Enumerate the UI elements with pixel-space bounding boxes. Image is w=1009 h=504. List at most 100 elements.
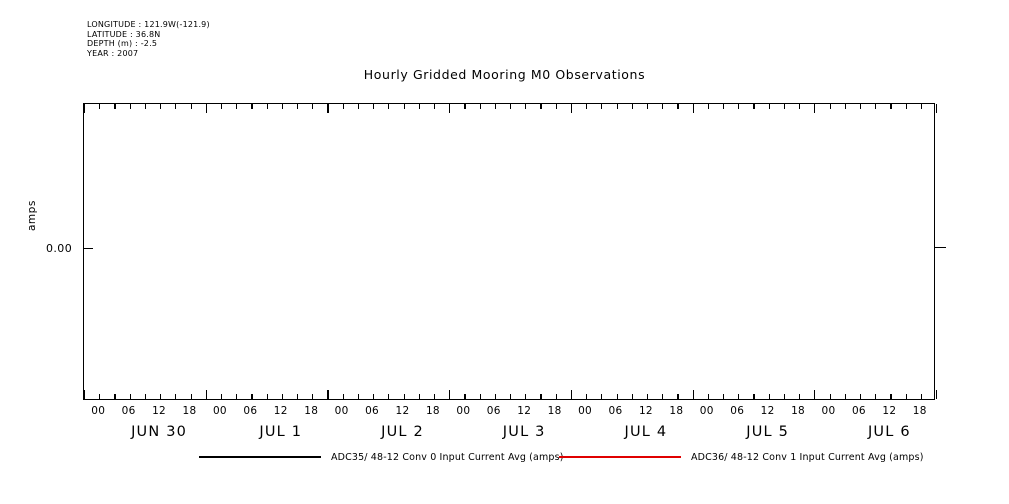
x-axis-day-label: JUN 30 [131, 424, 188, 440]
axis-tick-minor [829, 104, 831, 109]
axis-tick-minor [312, 104, 314, 109]
x-axis-hour-label: 12 [638, 405, 653, 417]
x-axis-hour-label: 06 [121, 405, 136, 417]
axis-tick-minor [403, 104, 405, 109]
axis-tick-major [814, 104, 816, 113]
axis-tick-minor [297, 394, 299, 399]
axis-tick-minor [768, 104, 770, 109]
axis-tick-minor [266, 394, 268, 399]
legend-label-adc35: ADC35/ 48-12 Conv 0 Input Current Avg (a… [331, 451, 564, 463]
axis-tick-minor [297, 104, 299, 109]
axis-tick-minor [555, 394, 557, 399]
axis-tick-minor [875, 394, 877, 399]
axis-tick-minor [418, 104, 420, 109]
axis-tick-major [570, 104, 573, 113]
x-axis-hour-label: 06 [486, 405, 501, 417]
plot-area [83, 103, 938, 400]
legend-entry-adc36: ADC36/ 48-12 Conv 1 Input Current Avg (a… [559, 448, 924, 466]
x-axis-hour-label: 00 [699, 405, 714, 417]
axis-tick-minor [236, 394, 238, 399]
axis-tick-major [692, 104, 694, 113]
axis-tick-minor [859, 104, 862, 109]
axis-tick-minor [418, 394, 420, 399]
axis-tick-minor [433, 104, 436, 109]
axis-tick-minor [373, 394, 375, 399]
axis-tick-major [570, 390, 573, 399]
x-axis-hour-label: 06 [608, 405, 623, 417]
axis-tick-minor [175, 394, 177, 399]
x-axis-hour-label: 06 [851, 405, 866, 417]
x-axis-hour-label: 12 [882, 405, 897, 417]
axis-tick-minor [829, 394, 831, 399]
axis-tick-minor [99, 104, 101, 109]
x-axis-hour-label: 12 [760, 405, 775, 417]
x-axis-hour-label: 18 [791, 405, 806, 417]
chart-legend: ADC35/ 48-12 Conv 0 Input Current Avg (a… [0, 448, 1009, 470]
axis-tick-minor [129, 104, 131, 109]
axis-tick-minor [905, 394, 907, 399]
axis-tick-major [936, 104, 938, 113]
x-axis-hour-label: 18 [669, 405, 684, 417]
axis-tick-minor [388, 104, 390, 109]
x-axis-hour-label: 12 [395, 405, 410, 417]
axis-tick-minor [403, 394, 405, 399]
x-axis-hour-label: 12 [517, 405, 532, 417]
axis-tick-minor [646, 104, 649, 109]
axis-tick-major [936, 390, 938, 399]
y-axis-tick-label-0: 0.00 [46, 242, 73, 255]
x-axis-hour-label: 18 [425, 405, 440, 417]
legend-line-swatch-adc35 [199, 456, 321, 458]
axis-tick-minor [525, 394, 527, 399]
station-metadata: LONGITUDE : 121.9W(-121.9) LATITUDE : 36… [87, 20, 210, 58]
axis-tick-minor [236, 104, 238, 109]
axis-tick-minor [342, 104, 344, 109]
x-axis-hour-label: 12 [152, 405, 167, 417]
axis-tick-minor [220, 104, 223, 109]
axis-tick-minor [723, 104, 725, 109]
axis-tick-minor [723, 394, 725, 399]
axis-tick-minor [631, 104, 633, 109]
axis-tick-major [205, 104, 207, 113]
chart-title: Hourly Gridded Mooring M0 Observations [363, 67, 646, 82]
y-axis-label: amps [26, 200, 38, 231]
metadata-year: YEAR : 2007 [87, 48, 139, 58]
axis-tick-major [84, 104, 86, 113]
axis-tick-minor [799, 104, 801, 109]
axis-tick-minor [281, 104, 283, 109]
metadata-depth: DEPTH (m) : -2.5 [87, 39, 158, 49]
metadata-latitude: LATITUDE : 36.8N [87, 29, 161, 39]
axis-tick-minor [586, 104, 588, 109]
axis-tick-major [814, 390, 816, 399]
axis-tick-minor [175, 104, 177, 109]
axis-tick-minor [510, 104, 512, 109]
x-axis-hour-label: 18 [182, 405, 197, 417]
axis-tick-minor [357, 104, 360, 109]
x-axis-day-label: JUL 2 [381, 424, 424, 440]
axis-tick-minor [707, 104, 709, 109]
axis-tick-minor [510, 394, 512, 399]
axis-tick-minor [540, 394, 542, 399]
axis-tick-minor [601, 394, 603, 399]
x-axis-day-label: JUL 5 [746, 424, 790, 440]
x-axis-day-labels: JUN 30 JUL 1 JUL 2 JUL 3 JUL 4 JUL 5 JUL 6 [83, 424, 935, 444]
axis-tick-minor [525, 104, 527, 109]
axis-tick-minor [464, 104, 466, 109]
axis-tick-minor [677, 394, 679, 399]
axis-tick-minor [875, 104, 877, 109]
axis-tick-minor [479, 394, 481, 399]
axis-tick-minor [783, 104, 786, 109]
axis-tick-minor [905, 104, 907, 109]
axis-tick-minor [540, 104, 542, 109]
axis-tick-minor [433, 394, 436, 399]
axis-tick-minor [281, 394, 283, 399]
axis-tick-major [327, 390, 329, 399]
axis-tick-minor [920, 394, 922, 399]
axis-tick-minor [859, 394, 862, 399]
x-axis-day-label: JUL 4 [624, 424, 668, 440]
axis-tick-minor [799, 394, 801, 399]
axis-tick-minor [190, 394, 192, 399]
x-axis-hour-label: 18 [304, 405, 319, 417]
axis-tick-minor [160, 104, 162, 109]
x-axis-hour-label: 06 [243, 405, 258, 417]
axis-tick-minor [783, 394, 786, 399]
